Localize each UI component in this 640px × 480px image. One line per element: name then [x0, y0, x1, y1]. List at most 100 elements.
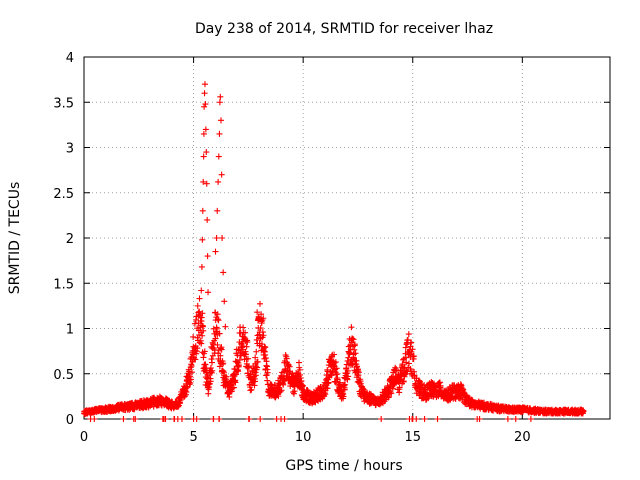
- data-point: [297, 375, 304, 382]
- data-point: [214, 207, 221, 214]
- data-point: [198, 287, 205, 294]
- data-point: [203, 149, 210, 156]
- data-point: [399, 361, 406, 368]
- data-point: [208, 368, 215, 375]
- data-point: [228, 388, 235, 395]
- data-point: [275, 393, 282, 400]
- data-point: [216, 416, 223, 422]
- data-point: [402, 344, 409, 351]
- data-point: [239, 346, 246, 353]
- data-point: [200, 130, 207, 137]
- data-point: [194, 302, 201, 309]
- data-point: [262, 355, 269, 362]
- data-point: [203, 180, 210, 187]
- data-point: [512, 416, 519, 422]
- data-point: [226, 393, 233, 400]
- data-point: [345, 373, 352, 380]
- data-point: [325, 379, 332, 386]
- data-points: [81, 81, 587, 422]
- x-tick-label: 15: [404, 430, 421, 445]
- data-point: [187, 376, 194, 383]
- y-tick-label: 1.5: [53, 277, 74, 292]
- data-point: [392, 364, 399, 371]
- data-point: [199, 310, 206, 317]
- x-tick-label: 5: [189, 430, 197, 445]
- data-point: [240, 324, 247, 331]
- data-point: [388, 390, 395, 397]
- data-point: [205, 289, 212, 296]
- data-point: [254, 358, 261, 365]
- data-point: [217, 93, 224, 100]
- data-point: [178, 416, 185, 422]
- data-point: [378, 416, 385, 422]
- data-point: [332, 359, 339, 366]
- data-point: [214, 316, 221, 323]
- data-point: [213, 235, 220, 241]
- data-point: [188, 362, 195, 369]
- axis-ticks: [83, 56, 610, 420]
- y-tick-label: 2: [66, 232, 74, 247]
- data-point: [258, 320, 265, 327]
- data-point: [200, 327, 207, 334]
- data-point: [216, 99, 223, 106]
- y-tick-label: 4: [66, 51, 74, 66]
- data-point: [251, 378, 258, 385]
- data-point: [218, 346, 225, 353]
- data-point: [410, 353, 417, 360]
- data-point: [216, 330, 223, 337]
- data-point: [189, 369, 196, 376]
- data-point: [248, 386, 255, 393]
- y-tick-label: 3.5: [53, 96, 74, 111]
- data-point: [257, 325, 264, 332]
- data-point: [406, 360, 413, 367]
- data-point: [212, 335, 219, 342]
- data-point: [209, 367, 216, 374]
- data-point: [404, 336, 411, 343]
- y-tick-label: 0: [66, 413, 74, 428]
- data-point: [278, 387, 285, 394]
- data-point: [260, 315, 267, 322]
- data-point: [198, 263, 205, 270]
- data-point: [193, 416, 200, 422]
- data-point: [198, 314, 205, 321]
- data-point: [361, 388, 368, 395]
- data-point: [246, 416, 253, 422]
- data-point: [437, 382, 444, 389]
- data-point: [235, 368, 242, 375]
- data-point: [408, 339, 415, 346]
- data-point: [216, 130, 223, 137]
- data-point: [342, 381, 349, 388]
- data-point: [296, 366, 303, 373]
- data-point: [345, 354, 352, 361]
- data-point: [254, 309, 261, 316]
- data-point: [355, 369, 362, 376]
- data-point: [202, 361, 209, 368]
- grid-lines: [84, 57, 610, 419]
- data-point: [199, 236, 206, 243]
- data-point: [183, 389, 190, 396]
- data-point: [407, 343, 414, 350]
- data-point: [201, 81, 208, 88]
- y-tick-label: 1: [66, 323, 74, 338]
- data-point: [344, 367, 351, 374]
- data-point: [215, 317, 222, 324]
- data-point: [299, 382, 306, 389]
- data-point: [527, 416, 534, 422]
- data-point: [255, 316, 262, 323]
- y-axis-label: SRMTID / TECUs: [7, 182, 23, 295]
- data-point: [214, 341, 221, 348]
- data-point: [352, 350, 359, 357]
- data-point: [263, 358, 270, 365]
- x-axis-label: GPS time / hours: [285, 458, 402, 474]
- data-point: [220, 269, 227, 276]
- data-point: [348, 324, 355, 331]
- data-point: [400, 378, 407, 385]
- x-tick-label: 10: [295, 430, 312, 445]
- data-point: [290, 390, 297, 397]
- data-point: [217, 352, 224, 359]
- y-tick-label: 3: [66, 142, 74, 157]
- data-point: [190, 333, 197, 340]
- data-point: [222, 323, 229, 330]
- data-point: [210, 341, 217, 348]
- data-point: [235, 362, 242, 369]
